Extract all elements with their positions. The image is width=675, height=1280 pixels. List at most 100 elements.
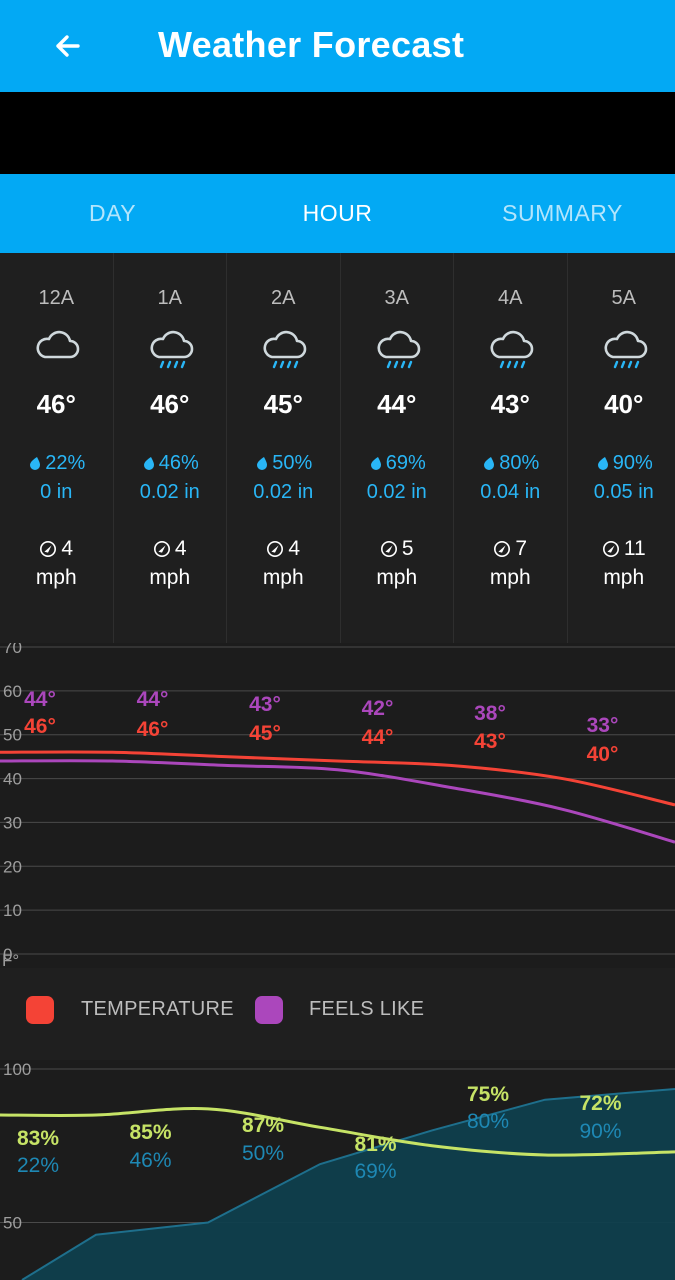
hour-column[interactable]: 3A 44° 69% 0.02 in 5 mph (341, 253, 454, 643)
tab-day[interactable]: DAY (88, 200, 137, 226)
y-unit-label: F° (2, 951, 19, 968)
wind-direction-icon (380, 540, 398, 558)
tab-bar: DAY HOUR SUMMARY (0, 174, 675, 253)
hour-temperature: 40° (604, 389, 644, 419)
humidity-point-label: 85% (129, 1121, 171, 1144)
y-tick-label: 50 (3, 726, 22, 745)
feels-like-point-label: 42° (362, 697, 394, 720)
wind-direction-icon (493, 540, 511, 558)
temperature-point-label: 44° (362, 726, 394, 749)
humidity-point-label: 87% (242, 1114, 284, 1137)
feels-like-point-label: 44° (24, 688, 56, 711)
humidity-precip-chart: 50 100 83% 85% 87% 81% 75% 72% 22% 46% 50% 69% 80% 90… (0, 1060, 675, 1280)
back-arrow-icon[interactable] (48, 26, 88, 66)
humidity-point-label: 83% (17, 1127, 59, 1150)
hour-time: 2A (271, 287, 296, 309)
temperature-chart: 0 10 20 30 40 50 60 70 F° 44° 44° 43° 42° 38° 33° 46° 46… (0, 643, 675, 968)
app-bar: Weather Forecast (0, 0, 675, 92)
y-tick-label: 70 (3, 643, 22, 657)
wind-speed: 5 (341, 537, 454, 561)
y-tick-label: 60 (3, 682, 22, 701)
y-tick-label: 40 (3, 770, 22, 789)
hour-time: 4A (498, 287, 523, 309)
hour-temperature: 45° (263, 389, 303, 419)
tab-hour[interactable]: HOUR (302, 200, 373, 226)
ad-banner (0, 92, 675, 174)
precip-point-label: 69% (354, 1160, 396, 1183)
y-tick-label: 10 (3, 901, 22, 920)
hour-time: 12A (38, 287, 75, 309)
y-tick-label: 20 (3, 857, 22, 876)
raindrop-icon (27, 452, 45, 474)
raindrop-icon (141, 452, 159, 474)
feels-like-point-label: 44° (137, 688, 169, 711)
feels-like-point-label: 43° (249, 693, 281, 716)
page-title: Weather Forecast (158, 24, 465, 65)
legend-temperature-swatch (26, 996, 54, 1024)
humidity-line (0, 1107, 675, 1157)
wind-unit: mph (149, 566, 191, 589)
wind-speed: 11 (568, 537, 675, 561)
precip-chance: 22% (0, 452, 113, 475)
hour-column[interactable]: 5A 40° 90% 0.05 in 11 mph (568, 253, 675, 643)
wind-unit: mph (489, 566, 531, 589)
hour-temperature: 44° (377, 389, 417, 419)
hour-column[interactable]: 4A 43° 80% 0.04 in 7 mph (454, 253, 568, 643)
precip-amount: 0.05 in (593, 481, 654, 503)
rain-cloud-icon (487, 323, 535, 371)
wind-speed: 4 (0, 537, 113, 561)
wind-unit: mph (603, 566, 645, 589)
temperature-point-label: 43° (474, 730, 506, 753)
chart-legend: TEMPERATURE FEELS LIKE (0, 968, 675, 1060)
temperature-point-label: 46° (137, 718, 169, 741)
precip-point-label: 50% (242, 1142, 284, 1165)
feels-like-line (0, 759, 675, 844)
wind-speed: 4 (114, 537, 227, 561)
wind-speed: 7 (454, 537, 567, 561)
y-tick-label: 0 (3, 945, 12, 964)
wind-unit: mph (262, 566, 304, 589)
hour-column[interactable]: 12A 46° 22% 0 in 4 mph (0, 253, 114, 643)
raindrop-icon (595, 452, 613, 474)
temperature-line (0, 750, 675, 807)
precip-line (21, 1087, 675, 1280)
precip-chance: 90% (568, 452, 675, 475)
precip-amount: 0.04 in (480, 481, 541, 503)
hourly-forecast-list[interactable]: 12A 46° 22% 0 in 4 mph 1A 46° 46% 0.02 in 4 mph 2A 45… (0, 253, 675, 643)
hour-column[interactable]: 1A 46° 46% 0.02 in 4 mph (114, 253, 227, 643)
raindrop-icon (254, 452, 272, 474)
precip-amount: 0.02 in (253, 481, 314, 503)
feels-like-point-label: 33° (587, 714, 619, 737)
raindrop-icon (481, 452, 499, 474)
temperature-point-label: 40° (587, 743, 619, 766)
raindrop-icon (368, 452, 386, 474)
rain-cloud-icon (260, 323, 308, 371)
precip-chance: 50% (227, 452, 340, 475)
feels-like-point-label: 38° (474, 702, 506, 725)
tab-summary[interactable]: SUMMARY (502, 200, 623, 226)
wind-direction-icon (602, 540, 620, 558)
precip-point-label: 46% (129, 1149, 171, 1172)
wind-direction-icon (39, 540, 57, 558)
hour-temperature: 46° (150, 389, 190, 419)
precip-amount: 0 in (40, 481, 73, 503)
humidity-point-label: 72% (579, 1092, 621, 1115)
temperature-point-label: 45° (249, 722, 281, 745)
wind-speed: 4 (227, 537, 340, 561)
y-tick-label: 100 (3, 1060, 31, 1079)
wind-direction-icon (266, 540, 284, 558)
hour-time: 3A (384, 287, 409, 309)
wind-unit: mph (376, 566, 418, 589)
legend-feels-like-label: FEELS LIKE (309, 998, 425, 1020)
hour-column[interactable]: 2A 45° 50% 0.02 in 4 mph (227, 253, 341, 643)
y-tick-label: 50 (3, 1214, 22, 1233)
precip-amount: 0.02 in (139, 481, 200, 503)
precip-point-label: 80% (467, 1110, 509, 1133)
precip-chance: 69% (341, 452, 454, 475)
rain-cloud-icon (601, 323, 649, 371)
humidity-point-label: 81% (354, 1133, 396, 1156)
hour-temperature: 46° (36, 389, 76, 419)
y-tick-label: 30 (3, 813, 22, 832)
precip-chance: 80% (454, 452, 567, 475)
cloud-icon (33, 323, 81, 371)
